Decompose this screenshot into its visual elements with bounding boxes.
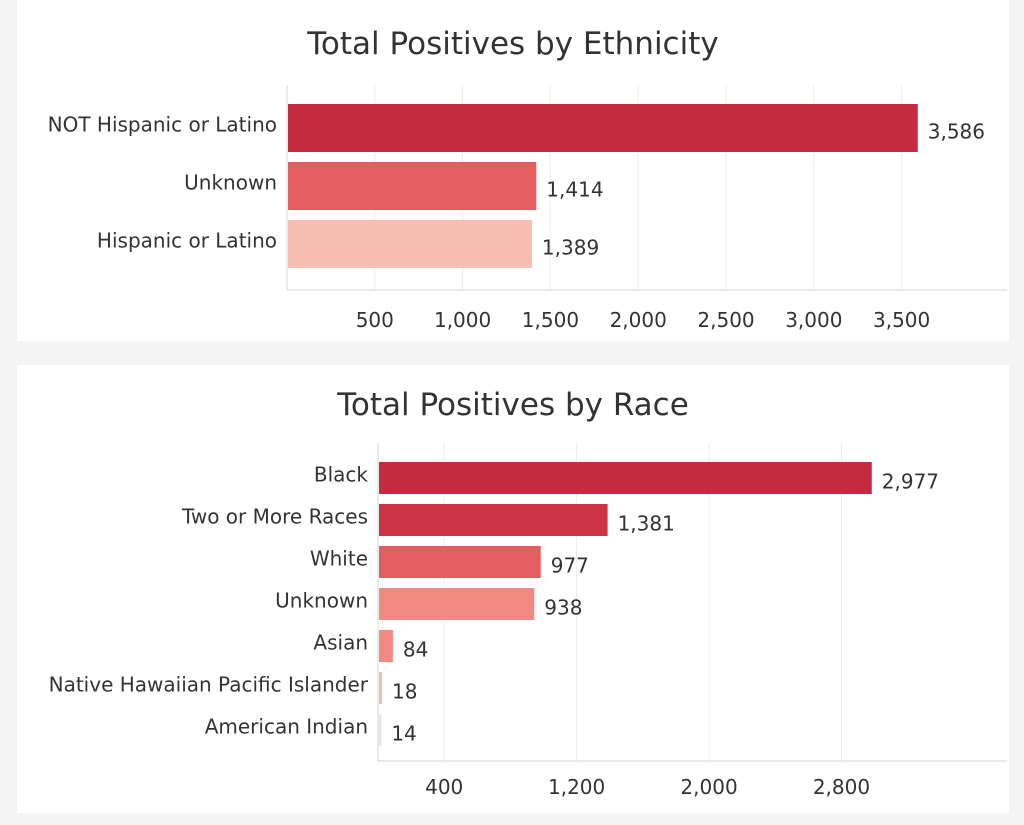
bar	[379, 672, 382, 704]
x-tick-label: 3,500	[873, 308, 930, 332]
category-label: White	[310, 547, 368, 571]
category-label: Unknown	[184, 171, 277, 195]
bar	[288, 162, 537, 210]
value-label: 1,389	[542, 236, 599, 260]
category-label: Black	[314, 463, 369, 487]
bar	[379, 462, 872, 494]
category-label: Hispanic or Latino	[97, 229, 277, 253]
category-label: Native Hawaiian Pacific Islander	[49, 673, 369, 697]
x-tick-label: 2,800	[813, 775, 870, 799]
category-label: NOT Hispanic or Latino	[48, 113, 277, 137]
category-label: Asian	[313, 631, 368, 655]
x-tick-label: 400	[425, 775, 463, 799]
bar	[379, 630, 393, 662]
ethnicity-chart-panel: Total Positives by Ethnicity 500 1,000 1,5…	[17, 0, 1009, 341]
bar	[288, 220, 532, 268]
x-tick-label: 1,000	[434, 308, 491, 332]
x-tick-label: 3,000	[785, 308, 842, 332]
value-label: 3,586	[928, 120, 985, 144]
x-tick-label: 2,000	[610, 308, 667, 332]
race-chart-title: Total Positives by Race	[337, 387, 689, 423]
value-label: 1,381	[618, 512, 675, 536]
category-label: Two or More Races	[181, 505, 368, 529]
x-tick-label: 1,500	[522, 308, 579, 332]
bar	[288, 104, 918, 152]
x-tick-label: 2,500	[697, 308, 754, 332]
category-label: Unknown	[275, 589, 368, 613]
bar	[379, 546, 541, 578]
value-label: 18	[392, 680, 417, 704]
x-tick-label: 1,200	[548, 775, 605, 799]
value-label: 2,977	[882, 470, 939, 494]
category-label: American Indian	[205, 715, 368, 739]
race-chart-panel: Total Positives by Race 400 1,200 2,000 2,8…	[17, 365, 1009, 813]
x-tick-label: 2,000	[680, 775, 737, 799]
bar	[379, 504, 608, 536]
bar	[379, 714, 382, 746]
value-label: 938	[544, 596, 582, 620]
ethnicity-bar-chart: 500 1,000 1,500 2,000 2,500 3,000 3,500 NOT His…	[48, 85, 1007, 332]
value-label: 1,414	[546, 178, 603, 202]
bar	[379, 588, 535, 620]
race-bar-chart: 400 1,200 2,000 2,800 Black 2,977 Two or More …	[49, 443, 1007, 799]
value-label: 977	[551, 554, 589, 578]
ethnicity-chart-title: Total Positives by Ethnicity	[307, 26, 719, 62]
value-label: 84	[403, 638, 428, 662]
value-label: 14	[391, 722, 416, 746]
x-tick-label: 500	[356, 308, 394, 332]
